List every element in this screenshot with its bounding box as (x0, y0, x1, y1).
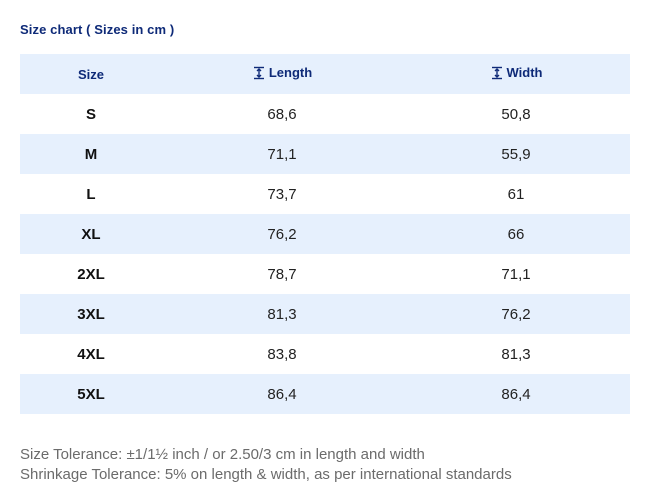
vertical-measure-icon (253, 66, 264, 79)
header-size: Size (77, 66, 104, 82)
table-row: 5XL 86,4 86,4 (20, 374, 630, 414)
width-cell: 55,9 (501, 145, 531, 163)
length-cell: 68,6 (267, 105, 297, 123)
table-row: S 68,6 50,8 (20, 94, 630, 134)
size-cell: S (85, 105, 96, 123)
size-cell: 2XL (77, 265, 105, 283)
length-cell: 71,1 (267, 145, 297, 163)
length-cell: 81,3 (267, 305, 297, 323)
length-cell: 78,7 (267, 265, 297, 283)
vertical-measure-icon (491, 66, 502, 79)
width-cell: 61 (507, 185, 525, 203)
table-row: XL 76,2 66 (20, 214, 630, 254)
shrinkage-tolerance-note: Shrinkage Tolerance: 5% on length & widt… (20, 466, 512, 483)
width-cell: 50,8 (501, 105, 531, 123)
length-cell: 83,8 (267, 345, 297, 363)
table-row: 3XL 81,3 76,2 (20, 294, 630, 334)
header-width: Width (402, 65, 630, 83)
table-row: 2XL 78,7 71,1 (20, 254, 630, 294)
header-length: Length (162, 65, 402, 83)
header-width-label: Width (506, 65, 543, 81)
table-row: M 71,1 55,9 (20, 134, 630, 174)
length-cell: 73,7 (267, 185, 297, 203)
size-table: Size Length (20, 54, 630, 414)
size-cell: 3XL (77, 305, 105, 323)
width-cell: 66 (507, 225, 525, 243)
tolerance-notes: Size Tolerance: ±1/1½ inch / or 2.50/3 c… (20, 445, 512, 485)
length-cell: 76,2 (267, 225, 297, 243)
table-header-row: Size Length (20, 54, 630, 94)
header-length-label: Length (268, 65, 313, 81)
width-cell: 76,2 (501, 305, 531, 323)
width-cell: 86,4 (501, 385, 531, 403)
size-cell: 4XL (77, 345, 105, 363)
size-cell: L (86, 185, 96, 203)
width-cell: 81,3 (501, 345, 531, 363)
size-cell: 5XL (77, 385, 105, 403)
table-row: 4XL 83,8 81,3 (20, 334, 630, 374)
size-chart-title: Size chart ( Sizes in cm ) (20, 22, 175, 37)
table-row: L 73,7 61 (20, 174, 630, 214)
size-tolerance-note: Size Tolerance: ±1/1½ inch / or 2.50/3 c… (20, 446, 425, 463)
size-cell: XL (81, 225, 101, 243)
size-cell: M (84, 145, 98, 163)
length-cell: 86,4 (267, 385, 297, 403)
width-cell: 71,1 (501, 265, 531, 283)
